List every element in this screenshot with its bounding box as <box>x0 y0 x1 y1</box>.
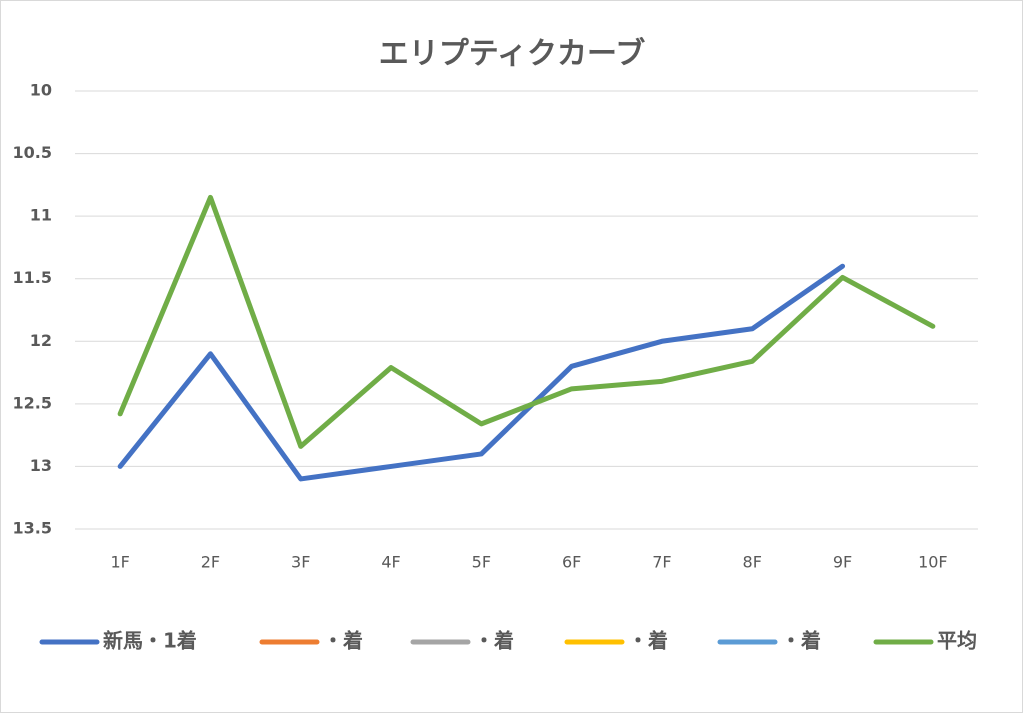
y-tick-label: 11.5 <box>13 268 52 287</box>
legend-label: ・着 <box>628 629 668 653</box>
x-tick-label: 3F <box>291 553 310 572</box>
x-tick-label: 4F <box>381 553 400 572</box>
x-tick-label: 8F <box>743 553 762 572</box>
y-tick-label: 11 <box>30 206 52 225</box>
legend-label: ・着 <box>323 629 363 653</box>
x-tick-label: 7F <box>652 553 671 572</box>
y-tick-label: 12 <box>30 331 52 350</box>
series-line <box>117 263 846 482</box>
series-line <box>117 194 936 449</box>
x-tick-label: 5F <box>472 553 491 572</box>
x-tick-label: 2F <box>201 553 220 572</box>
chart-title: エリプティクカーブ <box>379 37 645 72</box>
y-tick-label: 12.5 <box>13 393 52 412</box>
legend-label: ・着 <box>474 629 514 653</box>
y-tick-label: 13.5 <box>13 519 52 538</box>
legend-label: ・着 <box>781 629 821 653</box>
legend-label: 新馬・1着 <box>103 629 197 653</box>
x-tick-label: 9F <box>833 553 852 572</box>
legend-label: 平均 <box>937 629 977 653</box>
x-tick-label: 10F <box>918 553 948 572</box>
y-tick-label: 10 <box>30 81 52 100</box>
x-tick-label: 6F <box>562 553 581 572</box>
y-tick-label: 10.5 <box>13 143 52 162</box>
y-tick-label: 13 <box>30 456 52 475</box>
x-tick-label: 1F <box>110 553 129 572</box>
